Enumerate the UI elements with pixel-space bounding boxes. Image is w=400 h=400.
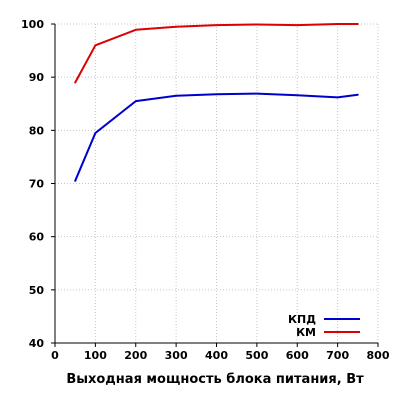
x-tick-label: 300 — [165, 349, 188, 362]
x-tick-label: 700 — [326, 349, 349, 362]
x-tick-label: 600 — [286, 349, 309, 362]
x-tick-label: 100 — [84, 349, 107, 362]
legend-label-1: КПД — [288, 313, 316, 326]
x-axis-title: Выходная мощность блока питания, Вт — [66, 372, 364, 387]
grid — [55, 23, 379, 343]
y-tick-label: 50 — [29, 284, 45, 297]
x-tick-label: 0 — [51, 349, 59, 362]
x-tick-label: 200 — [124, 349, 147, 362]
y-tick-labels: 40 50 60 70 80 90 100 — [21, 18, 44, 350]
x-tick-label: 400 — [205, 349, 228, 362]
x-tick-label: 800 — [367, 349, 390, 362]
y-tick-label: 70 — [29, 178, 45, 191]
y-tick-label: 60 — [29, 231, 45, 244]
y-tick-label: 100 — [21, 18, 44, 31]
series-lines — [74, 23, 359, 182]
y-tick-label: 90 — [29, 71, 45, 84]
axes — [51, 23, 379, 347]
series-line-2 — [74, 23, 359, 84]
y-tick-label: 80 — [29, 124, 45, 137]
y-tick-label: 40 — [29, 337, 45, 350]
x-tick-label: 500 — [245, 349, 268, 362]
x-tick-labels: 0 100 200 300 400 500 600 700 800 — [51, 349, 390, 362]
series-line-1 — [74, 92, 359, 182]
legend-label-2: КМ — [296, 326, 316, 339]
